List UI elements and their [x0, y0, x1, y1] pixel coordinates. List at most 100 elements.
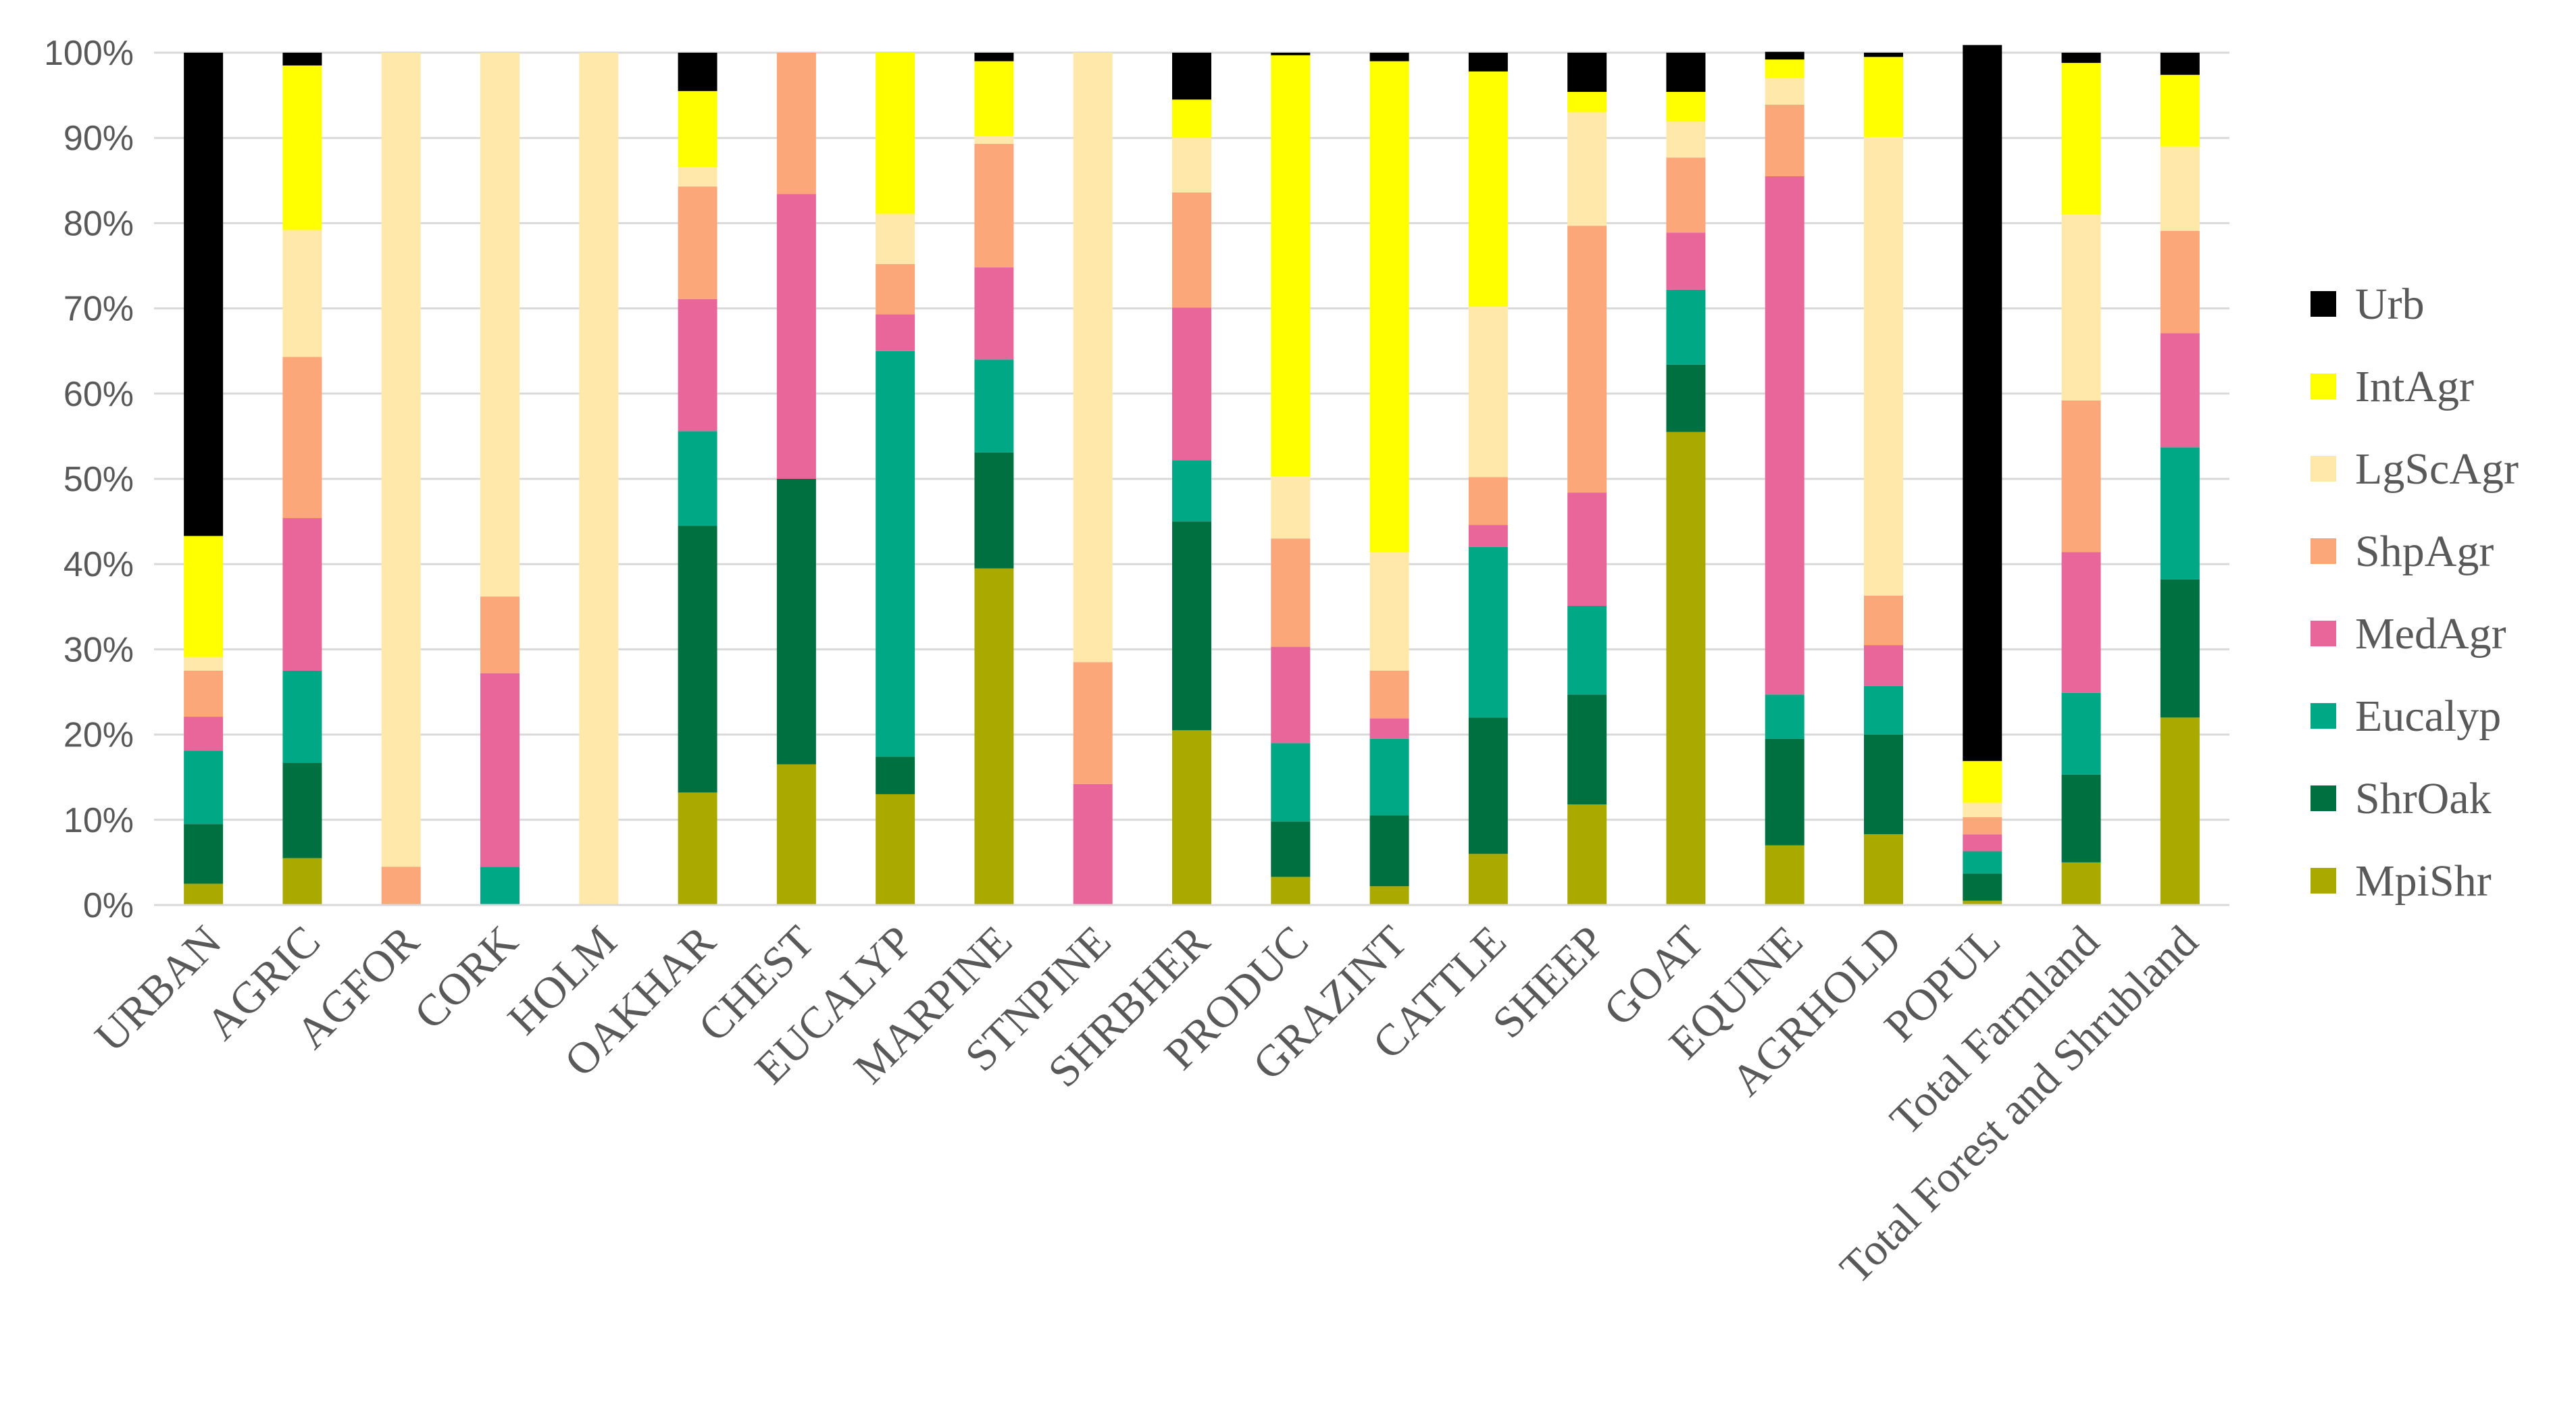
bar-segment-eucalyp — [480, 867, 520, 905]
bar-segment-lgscagr — [282, 230, 322, 357]
legend-swatch — [2310, 621, 2336, 646]
bar-segment-shpagr — [1073, 662, 1113, 784]
y-tick-label: 80% — [64, 204, 134, 243]
bar-segment-urb — [1468, 53, 1508, 72]
bar-segment-intagr — [1963, 760, 2002, 803]
bar-segment-shpagr — [1567, 226, 1607, 493]
bar-segment-lgscagr — [1369, 552, 1409, 671]
bar-segment-mpishr — [1765, 845, 1804, 905]
bar-segment-lgscagr — [2160, 146, 2200, 231]
bar-segment-lgscagr — [1963, 802, 2002, 818]
bar-segment-mpishr — [2160, 717, 2200, 905]
y-tick-label: 0% — [83, 886, 134, 925]
bar-segment-intagr — [1172, 99, 1211, 138]
x-tick-label: URBAN — [86, 917, 231, 1062]
bar-stack — [1468, 53, 1508, 905]
bar-stack — [1271, 53, 1311, 905]
bar-segment-shroak — [1963, 873, 2002, 901]
bars — [184, 45, 2200, 905]
bar-segment-shpagr — [2160, 230, 2200, 334]
y-tick-label: 50% — [64, 460, 134, 499]
bar-segment-shpagr — [1864, 595, 1903, 646]
bar-segment-eucalyp — [1468, 546, 1508, 718]
bar-segment-medagr — [1271, 646, 1311, 744]
legend-label: ShrOak — [2355, 774, 2492, 823]
bar-segment-urb — [1864, 53, 1903, 57]
bar-segment-medagr — [1172, 307, 1211, 461]
bar-segment-eucalyp — [1864, 686, 1903, 735]
bar-segment-lgscagr — [480, 53, 520, 597]
bar-segment-medagr — [1468, 525, 1508, 547]
y-tick-label: 60% — [64, 375, 134, 414]
bar-segment-mpishr — [974, 568, 1014, 905]
bar-segment-eucalyp — [2061, 692, 2101, 775]
bar-segment-shpagr — [1666, 157, 1706, 233]
bar-segment-medagr — [2160, 333, 2200, 448]
bar-segment-shpagr — [184, 670, 224, 717]
bar-segment-shroak — [1567, 694, 1607, 805]
bar-stack — [974, 53, 1014, 905]
legend-label: LgScAgr — [2355, 444, 2519, 494]
bar-segment-shroak — [282, 763, 322, 858]
y-tick-label: 30% — [64, 630, 134, 669]
bar-segment-urb — [1567, 53, 1607, 93]
bar-segment-shroak — [1666, 364, 1706, 432]
legend-item-shpagr: ShpAgr — [2310, 527, 2494, 576]
y-tick-label: 90% — [64, 119, 134, 158]
bar-stack — [678, 53, 717, 905]
bar-segment-shroak — [1369, 815, 1409, 887]
bar-stack — [2160, 53, 2200, 905]
legend-swatch — [2310, 538, 2336, 564]
legend-swatch — [2310, 703, 2336, 729]
legend-item-intagr: IntAgr — [2310, 362, 2474, 411]
bar-segment-medagr — [1765, 176, 1804, 695]
bar-segment-eucalyp — [184, 750, 224, 825]
bar-segment-shroak — [1765, 738, 1804, 846]
bar-segment-shpagr — [1172, 192, 1211, 308]
bar-segment-shroak — [184, 824, 224, 884]
bar-segment-intagr — [184, 536, 224, 657]
bar-segment-urb — [184, 53, 224, 536]
bar-stack — [1369, 53, 1409, 905]
bar-segment-medagr — [876, 314, 915, 351]
bar-segment-lgscagr — [1073, 53, 1113, 663]
bar-stack — [1073, 53, 1113, 905]
bar-segment-mpishr — [1864, 834, 1903, 905]
legend-swatch — [2310, 785, 2336, 811]
bar-segment-mpishr — [1666, 432, 1706, 905]
x-axis-ticks: URBANAGRICAGFORCORKHOLMOAKHARCHESTEUCALY… — [86, 917, 2208, 1293]
bar-segment-lgscagr — [678, 167, 717, 187]
bar-segment-intagr — [1666, 92, 1706, 122]
bar-segment-mpishr — [184, 883, 224, 905]
y-tick-label: 100% — [44, 34, 134, 73]
bar-segment-eucalyp — [282, 670, 322, 763]
bar-segment-lgscagr — [1271, 476, 1311, 539]
bar-segment-medagr — [1963, 834, 2002, 852]
bar-segment-eucalyp — [1172, 460, 1211, 522]
bar-segment-mpishr — [1172, 730, 1211, 905]
y-tick-label: 20% — [64, 716, 134, 755]
bar-segment-medagr — [776, 194, 816, 479]
bar-segment-intagr — [1369, 61, 1409, 552]
bar-segment-shpagr — [381, 867, 421, 905]
bar-segment-mpishr — [1369, 886, 1409, 905]
bar-segment-eucalyp — [1765, 694, 1804, 739]
bar-segment-lgscagr — [974, 136, 1014, 145]
bar-segment-urb — [1172, 53, 1211, 100]
bar-segment-lgscagr — [381, 53, 421, 867]
bar-segment-shpagr — [678, 186, 717, 299]
bar-stack — [381, 53, 421, 905]
legend-label: Urb — [2355, 280, 2425, 329]
bar-segment-eucalyp — [876, 351, 915, 757]
bar-segment-shpagr — [1963, 817, 2002, 835]
bar-segment-mpishr — [1468, 854, 1508, 905]
bar-segment-eucalyp — [1963, 851, 2002, 874]
bar-segment-intagr — [2160, 74, 2200, 147]
bar-segment-medagr — [974, 267, 1014, 360]
bar-segment-urb — [1765, 51, 1804, 60]
bar-segment-lgscagr — [876, 213, 915, 264]
bar-segment-shroak — [2061, 774, 2101, 862]
legend-swatch — [2310, 868, 2336, 894]
bar-segment-eucalyp — [1369, 738, 1409, 816]
bar-segment-intagr — [1864, 57, 1903, 137]
